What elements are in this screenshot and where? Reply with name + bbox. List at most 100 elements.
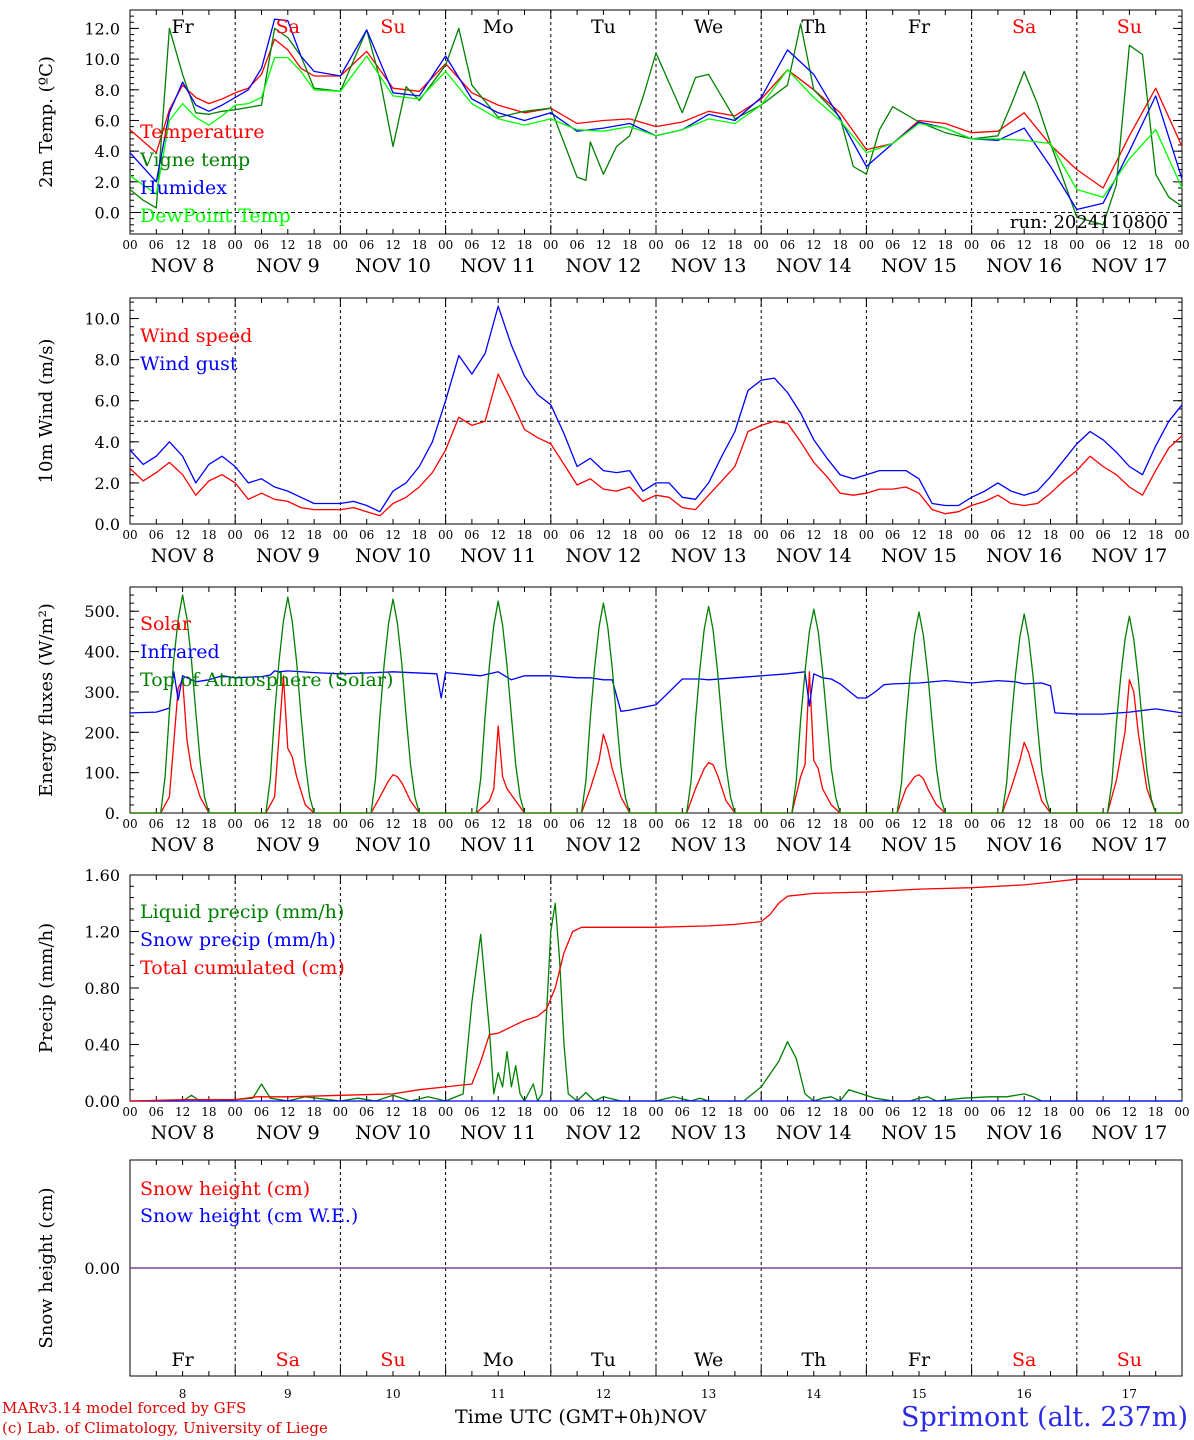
hour-tick-label: 12: [1122, 1105, 1137, 1119]
series-line: [129, 23, 1183, 226]
hour-tick-label: 00: [228, 528, 243, 542]
hour-tick-label: 00: [122, 1105, 137, 1119]
hour-tick-label: 06: [569, 528, 584, 542]
hour-tick-label: 00: [1069, 1105, 1084, 1119]
hour-tick-label: 18: [938, 817, 953, 831]
hour-tick-label: 12: [491, 528, 506, 542]
model-credit: MARv3.14 model forced by GFS: [2, 1399, 247, 1417]
hour-tick-label: 18: [622, 238, 637, 252]
legend-entry: Infrared: [140, 641, 220, 663]
hour-tick-label: 12: [280, 528, 295, 542]
hour-tick-label: 00: [859, 238, 874, 252]
day-number: 10: [385, 1387, 400, 1401]
hour-tick-label: 06: [359, 817, 374, 831]
weekday-label: Sa: [276, 16, 300, 38]
hour-tick-label: 12: [806, 1105, 821, 1119]
hour-tick-label: 18: [201, 238, 216, 252]
hour-tick-label: 18: [832, 238, 847, 252]
series-line: [129, 38, 1183, 189]
y-axis-label: 2m Temp. (ºC): [36, 56, 57, 188]
hour-tick-label: 06: [569, 817, 584, 831]
hour-tick-label: 18: [517, 528, 532, 542]
series-line: [129, 55, 1183, 198]
hour-tick-label: 18: [306, 528, 321, 542]
hour-tick-label: 06: [569, 1105, 584, 1119]
hour-tick-label: 00: [438, 528, 453, 542]
date-label: NOV 10: [355, 255, 431, 277]
legend-entry: Solar: [140, 613, 192, 635]
hour-tick-label: 00: [964, 238, 979, 252]
hour-tick-label: 00: [648, 238, 663, 252]
date-label: NOV 9: [256, 545, 320, 567]
hour-tick-label: 12: [280, 238, 295, 252]
hour-tick-label: 06: [149, 817, 164, 831]
weekday-label: Mo: [483, 1349, 514, 1371]
date-label: NOV 8: [151, 834, 215, 856]
hour-tick-label: 00: [228, 1105, 243, 1119]
weekday-label: Fr: [908, 16, 931, 38]
date-label: NOV 16: [986, 545, 1062, 567]
date-label: NOV 15: [881, 255, 957, 277]
hour-tick-label: 12: [1122, 528, 1137, 542]
hour-tick-label: 06: [464, 528, 479, 542]
weekday-label: Tu: [591, 1349, 616, 1371]
date-label: NOV 11: [460, 255, 536, 277]
hour-tick-label: 12: [385, 817, 400, 831]
hour-tick-label: 00: [859, 528, 874, 542]
y-tick-label: 500.: [84, 602, 120, 621]
panel-frame: [129, 9, 1183, 235]
hour-tick-label: 12: [806, 238, 821, 252]
date-label: NOV 12: [565, 1122, 641, 1144]
hour-tick-label: 18: [1043, 1105, 1058, 1119]
hour-tick-label: 06: [990, 1105, 1005, 1119]
hour-tick-label: 06: [675, 817, 690, 831]
day-number: 17: [1122, 1387, 1137, 1401]
hour-tick-label: 12: [385, 1105, 400, 1119]
date-label: NOV 14: [776, 545, 852, 567]
weekday-label: Tu: [591, 16, 616, 38]
date-label: NOV 15: [881, 834, 957, 856]
hour-tick-label: 12: [1122, 238, 1137, 252]
hour-tick-label: 06: [885, 1105, 900, 1119]
weekday-label: Su: [380, 1349, 405, 1371]
hour-tick-label: 12: [911, 528, 926, 542]
hour-tick-label: 18: [727, 1105, 742, 1119]
hour-tick-label: 06: [359, 1105, 374, 1119]
y-tick-label: 4.0: [95, 142, 120, 161]
y-tick-label: 0.80: [84, 979, 120, 998]
hour-tick-label: 12: [1122, 817, 1137, 831]
hour-tick-label: 12: [175, 528, 190, 542]
date-label: NOV 12: [565, 255, 641, 277]
hour-tick-label: 00: [859, 817, 874, 831]
weekday-label: Su: [1117, 16, 1142, 38]
hour-tick-label: 00: [1174, 1105, 1189, 1119]
hour-tick-label: 18: [412, 817, 427, 831]
date-label: NOV 11: [460, 1122, 536, 1144]
hour-tick-label: 00: [122, 238, 137, 252]
weekday-label: We: [694, 16, 723, 38]
hour-tick-label: 06: [359, 528, 374, 542]
hour-tick-label: 06: [990, 528, 1005, 542]
y-tick-label: 200.: [84, 723, 120, 742]
hour-tick-label: 00: [1069, 817, 1084, 831]
series-line: [129, 305, 1183, 513]
hour-tick-label: 18: [622, 528, 637, 542]
hour-tick-label: 06: [254, 528, 269, 542]
hour-tick-label: 12: [596, 528, 611, 542]
y-tick-label: 400.: [84, 643, 120, 662]
hour-tick-label: 00: [228, 817, 243, 831]
hour-tick-label: 18: [832, 528, 847, 542]
hour-tick-label: 06: [780, 817, 795, 831]
hour-tick-label: 00: [543, 238, 558, 252]
day-number: 9: [284, 1387, 292, 1401]
date-label: NOV 9: [256, 1122, 320, 1144]
hour-tick-label: 06: [254, 238, 269, 252]
hour-tick-label: 00: [1069, 528, 1084, 542]
y-tick-label: 1.60: [84, 866, 120, 885]
y-tick-label: 8.0: [95, 351, 120, 370]
hour-tick-label: 00: [754, 1105, 769, 1119]
hour-tick-label: 18: [201, 528, 216, 542]
hour-tick-label: 18: [517, 817, 532, 831]
hour-tick-label: 06: [1095, 238, 1110, 252]
